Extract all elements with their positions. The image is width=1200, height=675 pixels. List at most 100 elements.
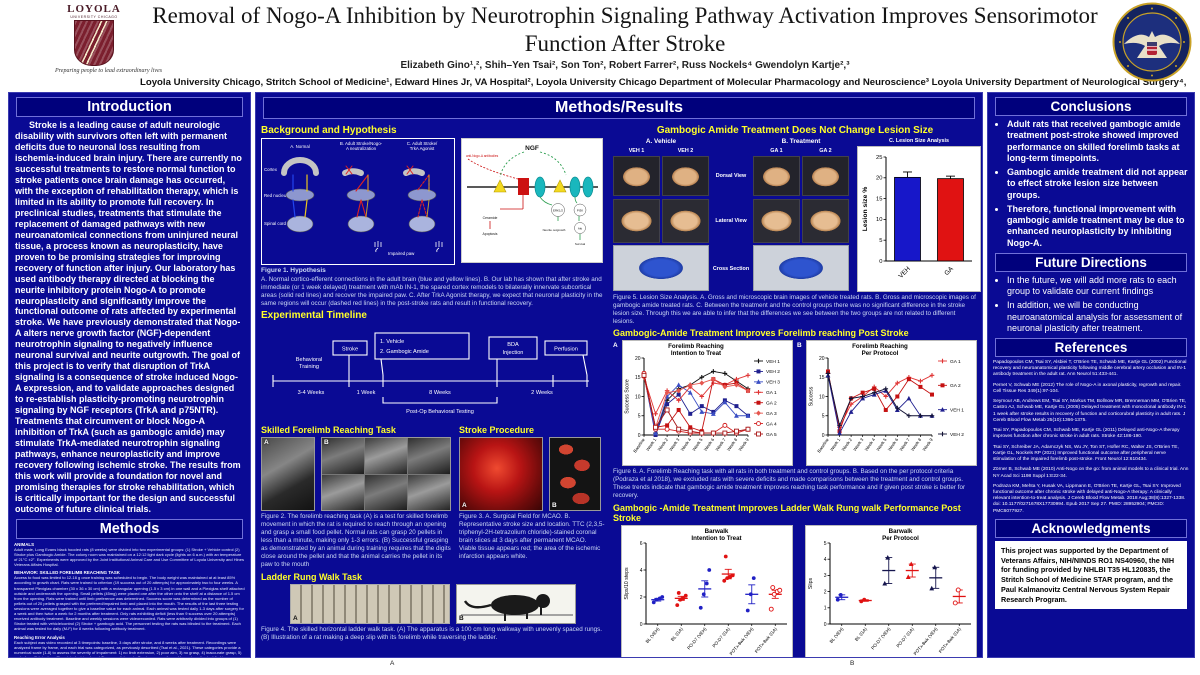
future-bullet: In addition, we will be conducting neuro… bbox=[1007, 300, 1189, 334]
svg-text:Per Protocol: Per Protocol bbox=[861, 350, 898, 357]
svg-text:20: 20 bbox=[876, 176, 882, 182]
footer-strip: A B bbox=[0, 658, 1200, 675]
methods-results-heading: Methods/Results bbox=[263, 97, 975, 119]
reference-item: Tsai SY, Papadopoulos CM, Schwab ME, Kar… bbox=[993, 428, 1180, 440]
fig2-label-a: A bbox=[264, 439, 269, 447]
svg-text:VEH 1: VEH 1 bbox=[766, 359, 780, 365]
pi3k-label: PI3K bbox=[577, 209, 583, 213]
future-bullet: In the future, we will add more rats to … bbox=[1007, 275, 1189, 298]
reference-item: Seymour AB, Andrews EM, Tsai SY, Markus … bbox=[993, 399, 1187, 423]
lateral-view-label: Lateral View bbox=[715, 218, 747, 225]
svg-text:VEH: VEH bbox=[898, 265, 913, 280]
svg-text:Success Score: Success Score bbox=[624, 380, 630, 415]
poster-header: LOYOLA UNIVERSITY CHICAGO Preparing peop… bbox=[0, 0, 1200, 92]
acknowledgments-heading: Acknowledgments bbox=[995, 518, 1187, 538]
svg-text:BL (GA): BL (GA) bbox=[670, 626, 684, 642]
svg-text:15: 15 bbox=[819, 375, 825, 381]
veh2-header: VEH 2 bbox=[677, 147, 694, 154]
stroke-label: Stroke bbox=[342, 347, 358, 353]
fig6-panel-b: B bbox=[797, 342, 802, 350]
forelimb-task-title: Skilled Forelimb Reaching Task bbox=[261, 425, 396, 436]
fig2-photo-b: B bbox=[321, 437, 451, 512]
perfusion-label: Perfusion bbox=[554, 347, 578, 353]
svg-text:POTx-8wk (VEH): POTx-8wk (VEH) bbox=[912, 626, 938, 656]
reaching-pp-chart: Forelimb Reaching Per Protocol 0 5 10 15… bbox=[805, 340, 977, 467]
group-b-header: B. Treatment bbox=[781, 138, 821, 145]
signaling-pathway-diagram: NGF anti-Nogo-A antibodies bbox=[461, 138, 603, 263]
lesion-bar-chart: 0 5 10 15 20 25 Lesion size % VEH GA bbox=[857, 146, 981, 292]
ngf-label: NGF bbox=[525, 145, 539, 152]
paw-icon bbox=[374, 241, 443, 253]
results-subcolumn: Gambogic Amide Treatment Does Not Change… bbox=[613, 122, 981, 657]
reaching-itt-chart: Forelimb Reaching Intention to Treat 0 5… bbox=[621, 340, 793, 467]
stroke-procedure-block: Stroke Procedure A B Figure 3. A. Surgic… bbox=[459, 422, 605, 561]
svg-text:GA 3: GA 3 bbox=[766, 411, 777, 417]
methods-heading: Methods bbox=[16, 518, 243, 539]
brain-photo-dorsal bbox=[753, 156, 800, 197]
brain-photo-cross bbox=[753, 245, 849, 292]
svg-text:Barwalk: Barwalk bbox=[889, 528, 913, 535]
cortex-label: Cortex bbox=[264, 167, 278, 172]
svg-text:A neutralization: A neutralization bbox=[346, 146, 377, 151]
bda-injection-label: BDA bbox=[507, 342, 519, 348]
methods-sections: ANIMALS Adult male, Long Evans black hood… bbox=[14, 542, 245, 657]
conclusion-bullet: Adult rats that received gambogic amide … bbox=[1007, 119, 1189, 164]
svg-text:15: 15 bbox=[635, 375, 641, 381]
svg-text:PO-D7 (VEH): PO-D7 (VEH) bbox=[686, 626, 708, 650]
ga1-header: GA 1 bbox=[770, 147, 783, 154]
fig6-caption: Figure 6. A. Forelimb Reaching task with… bbox=[613, 468, 966, 500]
svg-text:5: 5 bbox=[821, 414, 824, 420]
va-seal-icon bbox=[1112, 2, 1192, 82]
methods-section: BEHAVIOR: SKILLED FORELIMB REACHING TASK… bbox=[14, 570, 245, 632]
experimental-timeline-diagram: Behavioral Training Stroke 1. Vehicle 2.… bbox=[272, 332, 589, 415]
svg-text:GA 5: GA 5 bbox=[766, 432, 777, 438]
reference-item: Pernet V, Schwab ME (2012) The role of N… bbox=[993, 382, 1182, 394]
fig4-photo-a: A bbox=[290, 584, 450, 625]
svg-text:10: 10 bbox=[876, 217, 882, 223]
svg-text:BL (VEH): BL (VEH) bbox=[829, 626, 845, 644]
behavioral-training-label: Behavioral bbox=[296, 357, 322, 363]
fig4-caption: Figure 4. The skilled horizontal ladder … bbox=[261, 626, 603, 642]
svg-text:10: 10 bbox=[819, 395, 825, 401]
ceramide-label: Ceramide bbox=[483, 216, 498, 220]
svg-text:Baseline: Baseline bbox=[816, 437, 830, 454]
svg-text:Slips/10 steps: Slips/10 steps bbox=[624, 567, 630, 600]
neurite-label: Neurite outgrowth bbox=[543, 228, 566, 232]
svg-text:4: 4 bbox=[824, 557, 827, 563]
svg-text:Injection: Injection bbox=[503, 350, 524, 356]
svg-text:Forelimb Reaching: Forelimb Reaching bbox=[668, 343, 724, 350]
footer-label-b: B bbox=[850, 660, 855, 667]
loyola-wordmark: LOYOLA bbox=[67, 3, 121, 15]
authors: Elizabeth Gino¹,², Shih–Yen Tsai², Son T… bbox=[400, 60, 850, 72]
svg-text:PO-D7 (GA): PO-D7 (GA) bbox=[711, 626, 731, 648]
postop-testing-label: Post-Op Behavioral Testing bbox=[406, 409, 474, 415]
brain-photo-lateral bbox=[753, 198, 800, 243]
lesion-section-title: Gambogic Amide Treatment Does Not Change… bbox=[656, 125, 934, 136]
svg-text:4: 4 bbox=[640, 568, 643, 574]
svg-text:PO-D7 (GA): PO-D7 (GA) bbox=[895, 626, 915, 648]
barwalk-itt-chart: Barwalk Intention to Treat 0 2 4 6 Slips/… bbox=[621, 524, 793, 657]
duration-2: 1 Week bbox=[357, 390, 376, 396]
svg-text:10: 10 bbox=[635, 395, 641, 401]
fig3-photo-a: A bbox=[459, 437, 543, 512]
svg-text:Success: Success bbox=[808, 387, 814, 407]
svg-text:Per Protocol: Per Protocol bbox=[882, 535, 919, 542]
svg-text:Intention to Treat: Intention to Treat bbox=[671, 350, 721, 357]
reference-item: Tsai SY, Schreiber JA, Adamczyk NS, Wu J… bbox=[993, 444, 1179, 463]
svg-text:Training: Training bbox=[299, 364, 319, 370]
svg-text:Barwalk: Barwalk bbox=[705, 528, 729, 535]
fig2-caption: Figure 2. The forelimb reaching task (A)… bbox=[261, 513, 451, 568]
loyola-shield-icon bbox=[74, 20, 114, 66]
fig4-label-b: B bbox=[459, 615, 464, 623]
survival-label: Survival bbox=[575, 242, 586, 246]
brain-photo-lateral bbox=[802, 198, 849, 243]
brain-photo-dorsal bbox=[662, 156, 709, 197]
svg-text:Baseline: Baseline bbox=[632, 437, 646, 454]
impaired-paw-label: Impaired paw bbox=[388, 251, 415, 256]
duration-1: 3-4 Weeks bbox=[298, 390, 325, 396]
fig3-label-a: A bbox=[462, 502, 467, 510]
svg-text:BL (GA): BL (GA) bbox=[854, 626, 868, 642]
red-nucleus-label: Red nucleus bbox=[264, 193, 289, 198]
fig1-col-b-label: B. Adult Stroke/Nogo- bbox=[340, 141, 383, 146]
svg-text:PO-D7 (VEH): PO-D7 (VEH) bbox=[870, 626, 892, 650]
